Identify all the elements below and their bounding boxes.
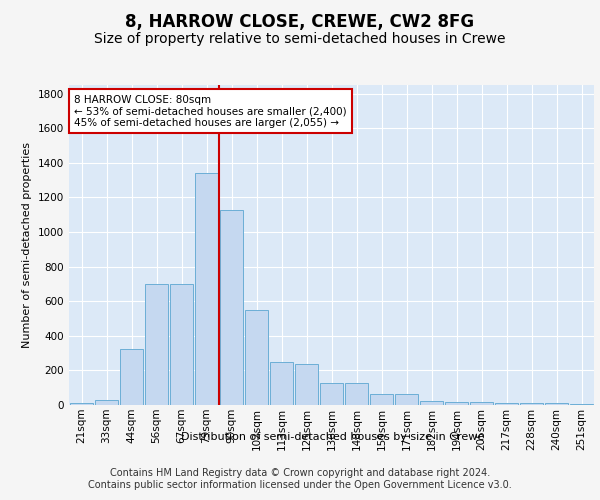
Y-axis label: Number of semi-detached properties: Number of semi-detached properties	[22, 142, 32, 348]
Bar	[520, 404, 543, 405]
Bar	[495, 404, 518, 405]
Bar	[120, 349, 143, 405]
Bar	[320, 384, 343, 405]
Bar	[70, 404, 93, 405]
Text: Contains HM Land Registry data © Crown copyright and database right 2024.: Contains HM Land Registry data © Crown c…	[110, 468, 490, 477]
Bar	[145, 284, 168, 405]
Bar	[370, 394, 393, 405]
Bar	[220, 210, 243, 405]
Bar	[195, 173, 218, 405]
Bar	[420, 400, 443, 405]
Bar	[345, 384, 368, 405]
Bar	[470, 402, 493, 405]
Text: Size of property relative to semi-detached houses in Crewe: Size of property relative to semi-detach…	[94, 32, 506, 46]
Bar	[395, 394, 418, 405]
Text: 8 HARROW CLOSE: 80sqm
← 53% of semi-detached houses are smaller (2,400)
45% of s: 8 HARROW CLOSE: 80sqm ← 53% of semi-deta…	[74, 94, 347, 128]
Text: 8, HARROW CLOSE, CREWE, CW2 8FG: 8, HARROW CLOSE, CREWE, CW2 8FG	[125, 12, 475, 30]
Bar	[270, 362, 293, 405]
Bar	[295, 364, 318, 405]
Bar	[245, 310, 268, 405]
Text: Distribution of semi-detached houses by size in Crewe: Distribution of semi-detached houses by …	[181, 432, 485, 442]
Bar	[570, 404, 593, 405]
Text: Contains public sector information licensed under the Open Government Licence v3: Contains public sector information licen…	[88, 480, 512, 490]
Bar	[95, 400, 118, 405]
Bar	[445, 402, 468, 405]
Bar	[545, 404, 568, 405]
Bar	[170, 284, 193, 405]
